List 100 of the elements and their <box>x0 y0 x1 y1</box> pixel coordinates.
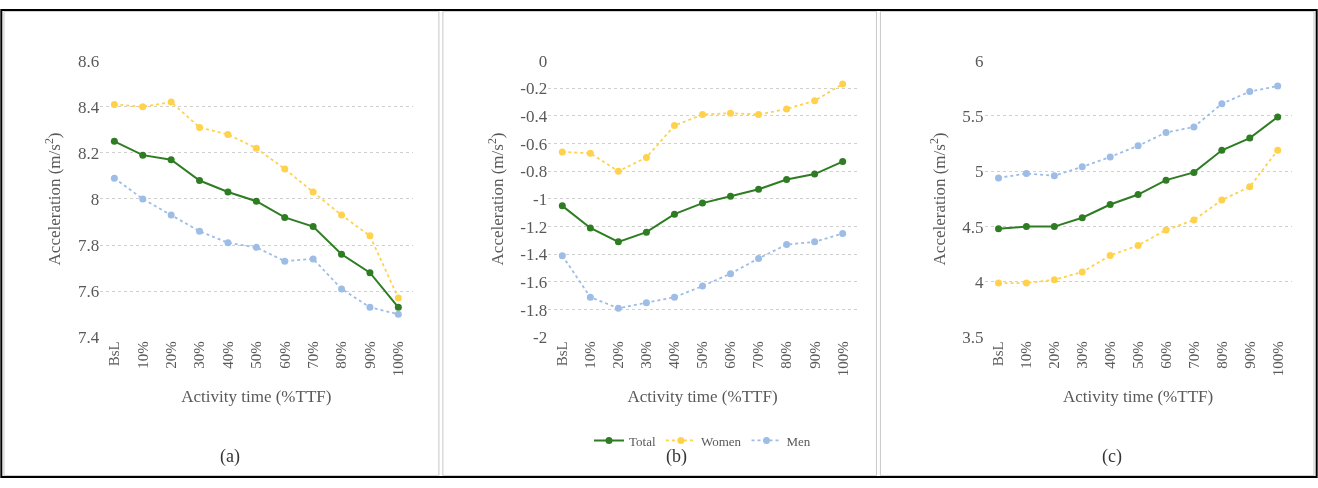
point <box>196 123 204 131</box>
y-tick-label: 0 <box>538 51 548 71</box>
point <box>281 213 289 221</box>
point <box>586 149 594 157</box>
x-tick-label: 30% <box>638 341 655 369</box>
x-tick-label: 10% <box>582 341 599 369</box>
point <box>783 176 791 184</box>
point <box>394 310 402 318</box>
text: (b) <box>666 446 687 467</box>
x-tick-label: 70% <box>750 341 767 369</box>
point <box>670 122 678 130</box>
y-tick-label: 5.5 <box>962 106 984 126</box>
x-tick-label: 90% <box>1241 341 1258 369</box>
x-tick-label: 50% <box>248 341 265 369</box>
x-tick-label: BsL <box>554 341 571 367</box>
point <box>839 80 847 88</box>
y-tick-label: -1.2 <box>520 217 548 237</box>
point <box>1190 168 1198 176</box>
point <box>252 243 260 251</box>
point <box>699 111 706 119</box>
x-axis-title: Activity time (%TTF) <box>181 386 332 406</box>
point <box>338 250 346 258</box>
point <box>139 151 147 159</box>
x-tick-label: 50% <box>694 341 711 369</box>
point <box>727 192 735 200</box>
point <box>1106 200 1114 208</box>
point <box>1134 142 1142 150</box>
point <box>1050 223 1058 231</box>
y-tick-label: -1.6 <box>520 272 548 292</box>
x-axis-title: Activity time (%TTF) <box>1063 386 1214 406</box>
y-tick-label: -1.8 <box>520 300 548 320</box>
x-tick-label: 40% <box>666 341 683 369</box>
x-tick-label: 70% <box>1185 341 1202 369</box>
point <box>110 137 118 145</box>
x-axis-title: Activity time (%TTF) <box>627 386 778 406</box>
point <box>755 111 763 119</box>
point <box>1022 279 1030 287</box>
x-tick-label: 20% <box>1046 341 1063 369</box>
point <box>1218 196 1226 204</box>
x-tick-label: 80% <box>1213 341 1230 369</box>
point <box>558 202 566 210</box>
y-tick-label: 8.2 <box>77 143 100 163</box>
point <box>394 294 402 302</box>
y-tick-label: 7.6 <box>77 282 100 302</box>
y-tick-label: 6 <box>975 51 984 71</box>
point <box>338 211 346 219</box>
y-tick-label: -0.4 <box>520 106 548 126</box>
point <box>995 225 1003 233</box>
point <box>309 223 317 231</box>
point <box>110 100 118 108</box>
point <box>727 109 735 117</box>
point <box>394 303 402 311</box>
point <box>558 252 566 260</box>
x-tick-label: 40% <box>219 341 236 369</box>
x-tick-label: 100% <box>834 341 851 377</box>
y-tick-label: 8.4 <box>77 97 100 117</box>
point <box>811 170 819 178</box>
point <box>699 199 706 207</box>
x-tick-label: 90% <box>806 341 823 369</box>
x-tick-label: 10% <box>1018 341 1035 369</box>
y-tick-label: -0.8 <box>520 162 548 182</box>
y-tick-label: -1.4 <box>520 245 548 265</box>
point <box>252 144 260 152</box>
point <box>1218 146 1226 154</box>
x-tick-label: 40% <box>1102 341 1119 369</box>
point <box>614 304 622 312</box>
point <box>1274 146 1282 154</box>
text: (a) <box>220 446 240 467</box>
point <box>1022 223 1030 231</box>
legend-label: Men <box>786 433 811 449</box>
point <box>1274 82 1282 90</box>
point <box>642 299 650 307</box>
y-tick-label: -0.2 <box>520 79 548 99</box>
x-tick-label: 10% <box>134 341 151 369</box>
point <box>1022 169 1030 177</box>
x-tick-label: 90% <box>361 341 378 369</box>
point <box>1246 88 1254 96</box>
point <box>642 153 650 161</box>
point <box>670 210 678 218</box>
point <box>281 257 289 265</box>
text: (c) <box>1102 446 1122 467</box>
point <box>1162 226 1170 234</box>
point <box>139 195 147 203</box>
y-tick-label: -2 <box>533 328 548 348</box>
y-tick-label: 4 <box>975 272 985 292</box>
point <box>366 269 374 277</box>
point <box>110 174 118 182</box>
y-tick-label: 3.5 <box>962 328 984 348</box>
point <box>1050 172 1058 180</box>
point <box>1134 191 1142 199</box>
y-tick-label: 4.5 <box>962 217 984 237</box>
y-tick-label: 8.6 <box>77 51 100 71</box>
point <box>338 285 346 293</box>
point <box>1218 100 1226 108</box>
y-tick-label: 7.4 <box>77 328 100 348</box>
x-tick-label: 20% <box>610 341 627 369</box>
point <box>839 158 847 166</box>
point <box>811 238 819 246</box>
point <box>670 293 678 301</box>
point <box>586 293 594 301</box>
